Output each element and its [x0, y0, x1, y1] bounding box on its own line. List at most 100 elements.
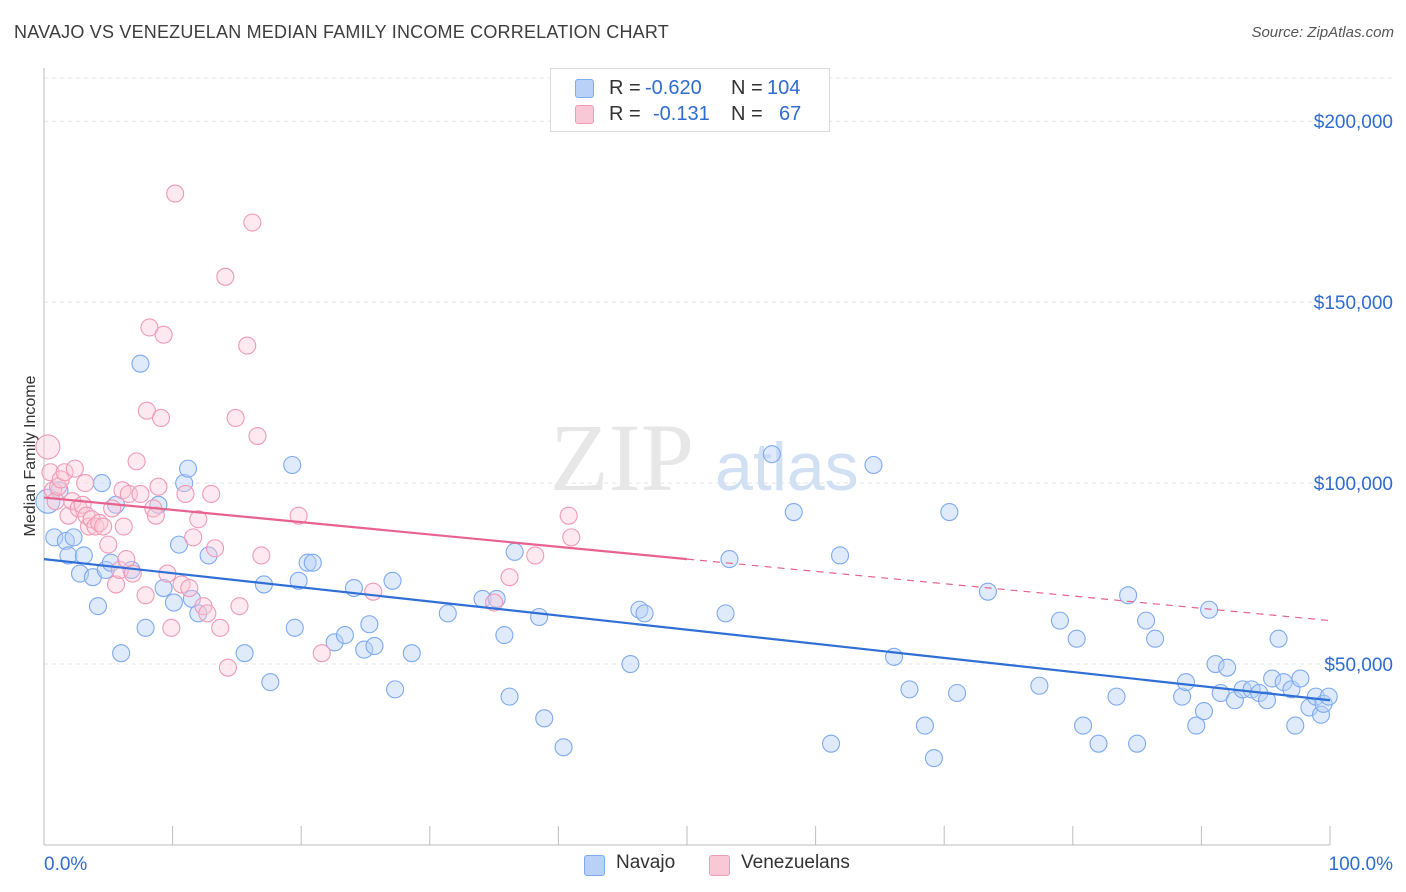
bottom-legend-label-venezuelans: Venezuelans [741, 852, 850, 873]
x-tick-label-max: 100.0% [1329, 854, 1394, 875]
navajo-point [283, 455, 302, 475]
navajo-point [1263, 669, 1282, 688]
navajo-point [630, 600, 649, 619]
navajo-point [178, 459, 198, 478]
venezuelan-point [76, 474, 95, 493]
navajo-point [1194, 702, 1214, 721]
navajo-point [1206, 654, 1225, 674]
navajo-points [35, 354, 1338, 768]
legend-r-value: -0.620 [645, 77, 702, 99]
navajo-point [88, 597, 108, 616]
navajo-point [1050, 611, 1069, 630]
venezuelan-point [131, 484, 150, 504]
watermark-atlas: atlas [715, 429, 859, 505]
navajo-point [864, 455, 883, 475]
navajo-point [298, 553, 317, 572]
navajo-point [500, 687, 519, 706]
venezuelan-point [146, 506, 165, 525]
venezuelan-point [289, 506, 308, 525]
navajo-point [1257, 691, 1277, 710]
navajo-point [154, 578, 173, 598]
venezuelan-point [189, 510, 208, 529]
venezuelan-point [526, 546, 545, 565]
navajo-point [1107, 687, 1126, 706]
venezuelan-point [114, 517, 133, 536]
navajo-point [303, 553, 322, 572]
venezuelan-point [59, 506, 78, 525]
y-tick-label: $50,000 [1324, 655, 1393, 676]
navajo-point [325, 633, 344, 652]
venezuelan-point [559, 506, 578, 525]
navajo-point [1291, 669, 1310, 688]
navajo-point [1030, 676, 1049, 695]
navajo-point [365, 636, 384, 656]
navajo-point [335, 626, 354, 645]
navajo-point [505, 542, 524, 561]
navajo-point [1200, 600, 1219, 619]
navajo-point [978, 582, 997, 601]
venezuelan-point [211, 618, 230, 637]
navajo-point [164, 593, 183, 612]
bottom-legend-swatch-venezuelans [709, 855, 730, 876]
venezuelan-point [216, 267, 235, 286]
venezuelan-point [252, 546, 271, 565]
navajo-point [940, 502, 959, 522]
navajo-point [830, 546, 850, 565]
navajo-point [59, 546, 78, 565]
navajo-point [199, 546, 218, 565]
venezuelan-point [41, 463, 60, 482]
navajo-point [289, 571, 308, 590]
legend-swatch-navajo [575, 79, 594, 98]
navajo-point [1269, 629, 1288, 648]
venezuelan-point [137, 401, 156, 420]
navajo-point [621, 654, 640, 674]
venezuelan-point [184, 528, 203, 547]
venezuelan-point [205, 539, 225, 558]
navajo-point [535, 709, 554, 728]
venezuelan-point [136, 586, 155, 605]
venezuelan-points [35, 184, 581, 677]
venezuelan-point [218, 658, 237, 677]
y-tick-label: $150,000 [1314, 293, 1393, 314]
correlation-legend: R = -0.620 N = 104 R = -0.131 N = 67 [550, 68, 830, 132]
watermark: ZIP atlas [550, 404, 859, 511]
y-tick-label: $200,000 [1314, 112, 1393, 133]
venezuelan-point [162, 618, 181, 637]
navajo-point [285, 618, 304, 637]
venezuelan-point [154, 325, 173, 344]
navajo-point [386, 680, 405, 699]
venezuelan-point [149, 477, 168, 496]
navajo-point [1218, 658, 1237, 677]
legend-row-navajo: R = -0.620 N = 104 [551, 75, 829, 101]
navajo-point [1319, 687, 1338, 706]
navajo-point [169, 535, 189, 554]
venezuelan-point [312, 644, 331, 663]
gridlines [44, 77, 1395, 665]
legend-swatch-venezuelans [575, 105, 594, 124]
venezuelan-point [500, 568, 519, 587]
navajo-point [92, 474, 111, 493]
navajo-point [1119, 586, 1138, 605]
navajo-point [716, 604, 735, 623]
venezuelan-point [166, 184, 185, 203]
navajo-point [1074, 716, 1093, 735]
navajo-point [915, 716, 934, 735]
venezuelan-point [79, 517, 99, 536]
legend-row-venezuelans: R = -0.131 N = 67 [551, 101, 829, 127]
venezuelan-point [485, 593, 504, 612]
legend-r-label: R = [609, 103, 641, 125]
navajo-point [112, 644, 131, 663]
navajo-point [261, 673, 280, 692]
navajo-point [900, 680, 919, 699]
venezuelan-point [127, 452, 146, 471]
venezuelan-point [151, 408, 171, 428]
legend-n-value: 104 [767, 77, 801, 99]
y-axis-label: Median Family Income [22, 375, 39, 536]
navajo-point [1067, 629, 1086, 648]
navajo-point [360, 615, 379, 634]
x-tick-labels: 0.0% 100.0% [44, 854, 1393, 875]
navajo-point [355, 640, 374, 659]
navajo-point [1137, 611, 1156, 630]
navajo-point [438, 604, 457, 623]
